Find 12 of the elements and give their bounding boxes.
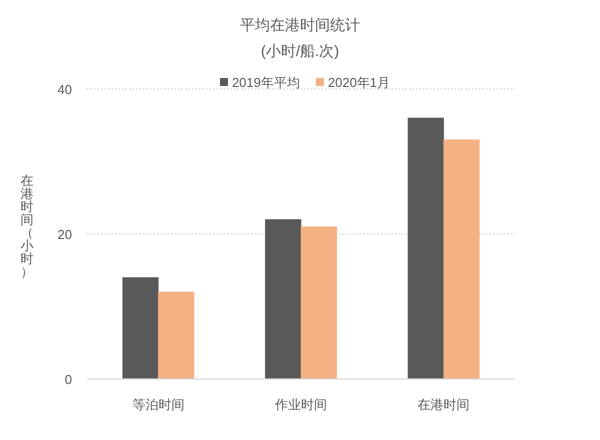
y-tick-label: 0 xyxy=(64,372,72,387)
ylabel: 在港时间（小时） xyxy=(20,173,34,279)
legend-label: 2020年1月 xyxy=(328,75,390,90)
legend-label: 2019年平均 xyxy=(232,75,300,90)
legend: 2019年平均 2020年1月 xyxy=(220,75,390,90)
y-tick-label: 40 xyxy=(58,82,72,97)
x-tick-label: 在港时间 xyxy=(418,397,470,412)
x-tick-label: 作业时间 xyxy=(274,397,327,412)
y-tick-label: 20 xyxy=(58,227,72,242)
x-tick-label: 等泊时间 xyxy=(132,397,184,412)
title: 平均在港时间统计 xyxy=(240,17,360,34)
subtitle: (小时/船.次) xyxy=(260,43,340,60)
